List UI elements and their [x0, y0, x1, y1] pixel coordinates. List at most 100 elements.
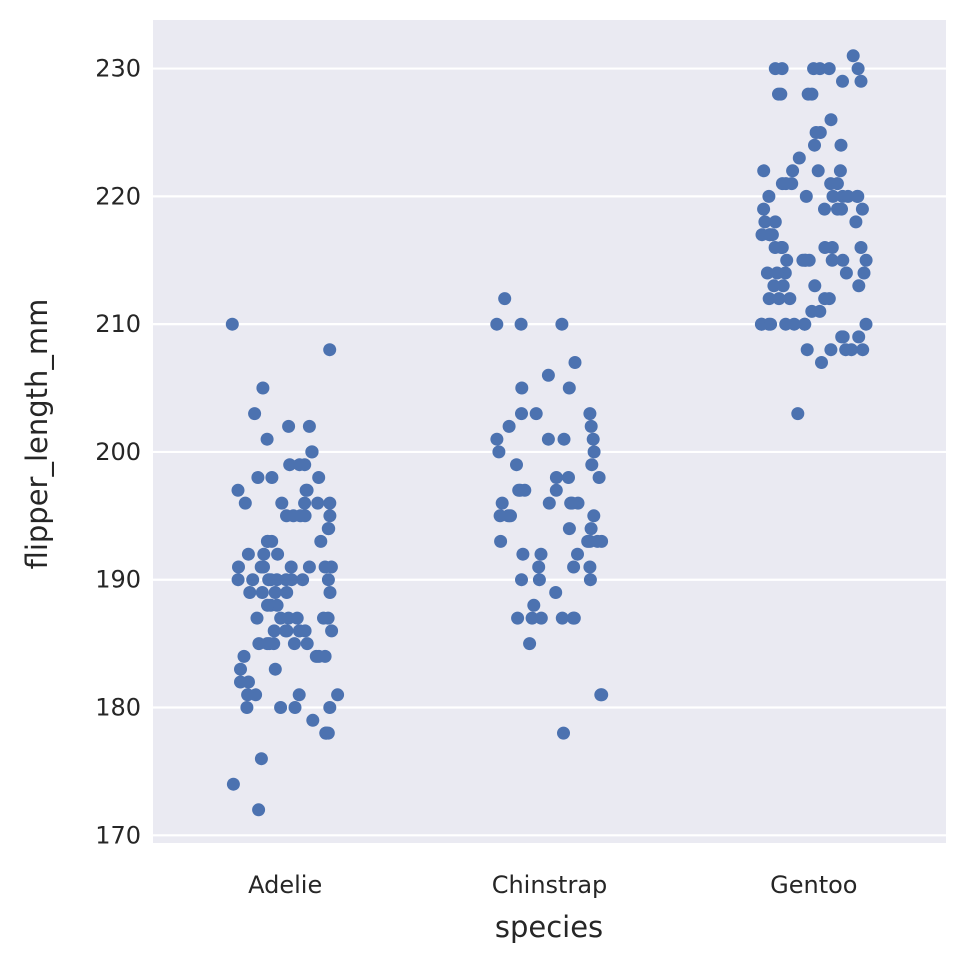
- data-point-adelie: [274, 611, 288, 625]
- data-point-chinstrap: [557, 726, 570, 740]
- data-point-gentoo: [808, 279, 822, 293]
- data-point-adelie: [257, 547, 271, 561]
- data-point-adelie: [321, 522, 335, 536]
- data-point-adelie: [331, 688, 345, 702]
- data-point-gentoo: [855, 202, 869, 216]
- data-point-adelie: [238, 496, 252, 510]
- x-tick-label-gentoo: Gentoo: [770, 871, 857, 899]
- data-point-chinstrap: [525, 611, 539, 625]
- data-point-chinstrap: [565, 496, 579, 510]
- data-point-chinstrap: [555, 611, 569, 625]
- data-point-chinstrap: [515, 407, 528, 421]
- data-point-gentoo: [836, 74, 849, 88]
- data-point-gentoo: [841, 189, 855, 203]
- data-point-chinstrap: [562, 471, 575, 484]
- data-point-adelie: [270, 598, 284, 612]
- data-point-gentoo: [833, 164, 847, 178]
- data-point-adelie: [312, 471, 326, 484]
- data-point-gentoo: [767, 279, 781, 293]
- data-point-gentoo: [755, 228, 769, 242]
- data-point-chinstrap: [549, 483, 563, 497]
- y-tick-label: 190: [95, 566, 141, 594]
- data-point-chinstrap: [568, 356, 582, 369]
- data-point-gentoo: [760, 266, 774, 280]
- data-point-adelie: [321, 726, 335, 740]
- data-point-gentoo: [798, 253, 812, 267]
- data-point-gentoo: [798, 317, 812, 331]
- data-point-adelie: [246, 573, 260, 587]
- data-point-chinstrap: [494, 534, 508, 548]
- data-point-adelie: [321, 573, 335, 587]
- y-tick-labels: 170 180 190 200 210 220 230: [95, 55, 141, 850]
- data-point-adelie: [292, 688, 306, 702]
- data-point-chinstrap: [541, 432, 555, 446]
- data-point-gentoo: [786, 164, 800, 178]
- data-point-gentoo: [799, 189, 813, 203]
- data-point-adelie: [284, 560, 298, 574]
- y-tick-label: 230: [95, 55, 141, 83]
- data-point-adelie: [226, 777, 240, 791]
- data-point-gentoo: [846, 49, 860, 63]
- data-point-adelie: [275, 496, 289, 510]
- data-point-gentoo: [800, 343, 814, 357]
- data-point-adelie: [280, 586, 294, 599]
- data-point-adelie: [286, 509, 300, 523]
- data-point-gentoo: [839, 343, 853, 357]
- data-point-adelie: [299, 483, 313, 497]
- data-point-chinstrap: [515, 381, 529, 395]
- data-point-adelie: [306, 713, 320, 727]
- data-point-chinstrap: [490, 317, 504, 331]
- data-point-gentoo: [825, 253, 839, 267]
- data-point-adelie: [274, 701, 288, 714]
- data-point-gentoo: [772, 87, 785, 101]
- data-point-adelie: [325, 624, 339, 638]
- data-point-chinstrap: [529, 407, 543, 421]
- data-point-gentoo: [764, 317, 778, 331]
- data-point-adelie: [317, 611, 330, 625]
- data-point-adelie: [293, 458, 306, 472]
- data-point-gentoo: [762, 189, 776, 203]
- data-point-adelie: [323, 701, 337, 714]
- data-point-gentoo: [831, 202, 844, 216]
- data-point-chinstrap: [549, 586, 563, 599]
- x-tick-labels: Adelie Chinstrap Gentoo: [248, 871, 857, 899]
- data-point-adelie: [260, 432, 274, 446]
- data-point-adelie: [234, 675, 247, 689]
- data-point-adelie: [248, 407, 262, 421]
- data-point-adelie: [305, 445, 319, 459]
- data-point-gentoo: [791, 407, 805, 421]
- data-point-adelie: [323, 509, 337, 523]
- data-point-adelie: [323, 496, 337, 510]
- data-point-chinstrap: [585, 458, 599, 472]
- data-point-gentoo: [808, 138, 821, 152]
- data-point-adelie: [254, 752, 268, 766]
- data-point-gentoo: [805, 304, 819, 318]
- data-point-adelie: [240, 701, 254, 714]
- data-point-chinstrap: [511, 611, 525, 625]
- data-point-chinstrap: [516, 547, 530, 561]
- data-point-chinstrap: [512, 483, 526, 497]
- data-point-adelie: [288, 701, 302, 714]
- data-point-adelie: [261, 598, 274, 612]
- data-point-gentoo: [801, 87, 815, 101]
- data-point-gentoo: [859, 317, 873, 331]
- data-point-chinstrap: [586, 432, 600, 446]
- data-point-adelie: [254, 560, 268, 574]
- data-point-adelie: [271, 547, 285, 561]
- data-point-gentoo: [768, 215, 782, 229]
- data-point-chinstrap: [584, 522, 598, 536]
- data-point-gentoo: [824, 113, 838, 127]
- data-point-gentoo: [792, 151, 806, 165]
- data-point-gentoo: [824, 343, 838, 357]
- data-point-adelie: [268, 662, 282, 676]
- data-point-gentoo: [815, 356, 828, 369]
- data-point-adelie: [323, 586, 337, 599]
- data-point-chinstrap: [534, 547, 548, 561]
- data-point-gentoo: [776, 279, 790, 293]
- x-axis-label: species: [495, 910, 603, 944]
- data-point-chinstrap: [583, 560, 597, 574]
- y-tick-label: 200: [95, 438, 141, 466]
- data-point-adelie: [302, 560, 316, 574]
- data-point-adelie: [323, 343, 337, 357]
